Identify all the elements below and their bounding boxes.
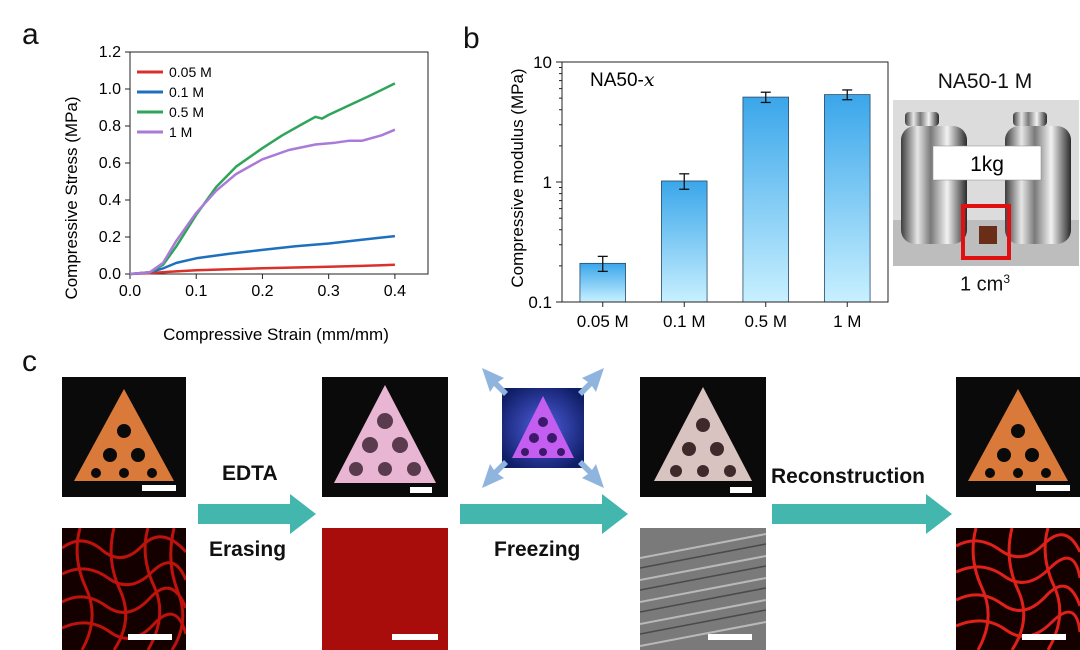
arrow-edta <box>198 494 316 534</box>
inset-title: NA50-1 M <box>937 70 1033 93</box>
freezing-schematic <box>482 368 604 488</box>
weight-label: 1kg <box>970 153 1004 176</box>
x-tick-label: 0.5 M <box>744 312 787 331</box>
x-tick-label: 0.0 <box>119 283 141 300</box>
y-tick-label: 0.1 <box>528 293 552 312</box>
bar-3 <box>824 94 871 303</box>
bar-1 <box>661 180 708 303</box>
y-tick-label: 0.2 <box>99 229 121 246</box>
reconstructed-lattice-photo <box>956 377 1080 497</box>
erased-lattice-photo <box>322 377 448 497</box>
frozen-lattice-photo <box>640 377 766 497</box>
weight-photo: 1kg <box>893 100 1079 266</box>
scale-bar <box>708 634 752 640</box>
line-chart-axes: 0.0 0.1 0.2 0.3 0.4 0.0 0.2 0.4 0.6 0.8 1.0 1.2 <box>99 44 429 300</box>
y-axis-label: Compressive modulus (MPa) <box>508 68 527 287</box>
y-tick-label: 1.0 <box>99 81 121 98</box>
legend-label: 1 M <box>169 124 192 140</box>
series-line-1M <box>129 128 396 276</box>
y-axis-label: Compressive Stress (MPa) <box>62 96 81 299</box>
series-line-0_1M <box>129 234 396 276</box>
y-tick-label: 0.6 <box>99 155 121 172</box>
y-tick-label: 1 <box>543 173 552 192</box>
x-axis-label: Compressive Strain (mm/mm) <box>163 325 389 344</box>
x-tick-label: 0.4 <box>384 283 406 300</box>
scale-bar <box>1036 485 1070 491</box>
y-tick-label: 10 <box>533 53 552 72</box>
step-label-edta: EDTA <box>222 462 278 485</box>
network-micrograph-2 <box>956 528 1080 650</box>
sample-size-label: 1 cm3 <box>959 272 1011 296</box>
chart-annotation: NA50-x <box>590 69 655 91</box>
x-tick-label: 0.1 M <box>663 312 706 331</box>
y-tick-label: 0.4 <box>99 192 121 209</box>
bar-chart-axes: 0.1 1 10 <box>528 53 889 312</box>
scale-bar <box>392 634 438 640</box>
legend-label: 0.5 M <box>169 104 204 120</box>
sample-highlight-box <box>961 204 1011 260</box>
x-tick-label: 0.1 <box>185 283 207 300</box>
stress-strain-chart: 0.0 0.1 0.2 0.3 0.4 0.0 0.2 0.4 0.6 0.8 1.0 1.2 0.0… <box>62 44 429 344</box>
step-label-erasing: Erasing <box>209 538 287 561</box>
panel-label-c: c <box>22 345 37 378</box>
x-tick-label: 0.3 <box>318 283 340 300</box>
bar-chart-bars: 0.05 M 0.1 M 0.5 M 1 M <box>577 89 871 331</box>
arrow-freezing <box>460 494 628 534</box>
line-chart-series <box>129 82 396 276</box>
modulus-bar-chart: 0.05 M 0.1 M 0.5 M 1 M 0.1 1 10 NA50-x Compre… <box>508 53 889 331</box>
x-tick-label: 0.05 M <box>577 312 629 331</box>
scale-bar <box>128 634 172 640</box>
step-label-reconstruction: Reconstruction <box>771 465 926 488</box>
scale-bar <box>730 487 752 493</box>
y-tick-label: 1.2 <box>99 44 121 61</box>
scale-bar <box>410 487 432 493</box>
x-tick-label: 1 M <box>833 312 861 331</box>
legend-label: 0.05 M <box>169 64 212 80</box>
printed-lattice-photo-1 <box>62 377 186 497</box>
bar-2 <box>742 96 789 303</box>
erased-micrograph <box>322 528 448 650</box>
panel-label-a: a <box>22 18 39 51</box>
step-label-freezing: Freezing <box>494 538 581 561</box>
y-tick-label: 0.0 <box>99 266 121 283</box>
legend-label: 0.1 M <box>169 84 204 100</box>
series-line-0_05M <box>129 263 395 276</box>
network-micrograph-1 <box>62 528 186 650</box>
y-tick-label: 0.8 <box>99 118 121 135</box>
series-line-0_5M <box>129 82 396 276</box>
sem-micrograph <box>640 528 766 650</box>
line-chart-legend: 0.05 M 0.1 M 0.5 M 1 M <box>137 64 212 140</box>
x-tick-label: 0.2 <box>251 283 273 300</box>
arrow-reconstruction <box>772 494 952 534</box>
scale-bar <box>142 485 176 491</box>
panel-label-b: b <box>463 22 480 55</box>
scale-bar <box>1022 634 1066 640</box>
